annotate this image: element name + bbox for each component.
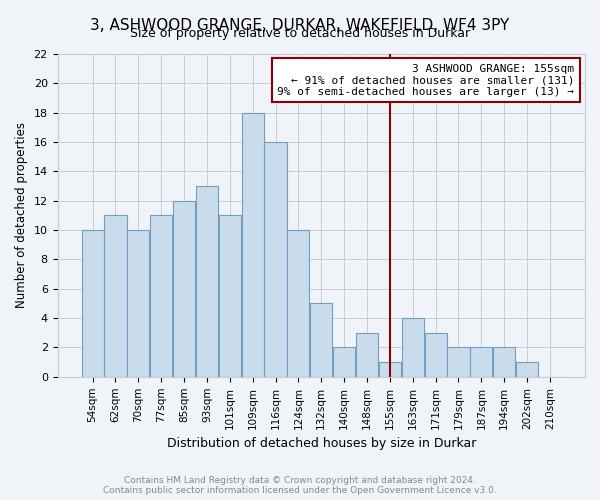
- Text: Contains HM Land Registry data © Crown copyright and database right 2024.
Contai: Contains HM Land Registry data © Crown c…: [103, 476, 497, 495]
- Bar: [265, 142, 287, 377]
- Bar: [196, 186, 218, 377]
- Bar: [425, 333, 446, 377]
- Bar: [104, 216, 127, 377]
- Text: Size of property relative to detached houses in Durkar: Size of property relative to detached ho…: [130, 28, 470, 40]
- Bar: [127, 230, 149, 377]
- Bar: [470, 348, 493, 377]
- Bar: [219, 216, 241, 377]
- Bar: [516, 362, 538, 377]
- X-axis label: Distribution of detached houses by size in Durkar: Distribution of detached houses by size …: [167, 437, 476, 450]
- Bar: [493, 348, 515, 377]
- Bar: [333, 348, 355, 377]
- Bar: [310, 304, 332, 377]
- Bar: [242, 112, 264, 377]
- Bar: [82, 230, 104, 377]
- Bar: [287, 230, 310, 377]
- Y-axis label: Number of detached properties: Number of detached properties: [15, 122, 28, 308]
- Bar: [379, 362, 401, 377]
- Bar: [356, 333, 378, 377]
- Bar: [150, 216, 172, 377]
- Bar: [401, 318, 424, 377]
- Text: 3 ASHWOOD GRANGE: 155sqm
← 91% of detached houses are smaller (131)
9% of semi-d: 3 ASHWOOD GRANGE: 155sqm ← 91% of detach…: [277, 64, 574, 97]
- Bar: [448, 348, 470, 377]
- Bar: [173, 200, 195, 377]
- Text: 3, ASHWOOD GRANGE, DURKAR, WAKEFIELD, WF4 3PY: 3, ASHWOOD GRANGE, DURKAR, WAKEFIELD, WF…: [91, 18, 509, 32]
